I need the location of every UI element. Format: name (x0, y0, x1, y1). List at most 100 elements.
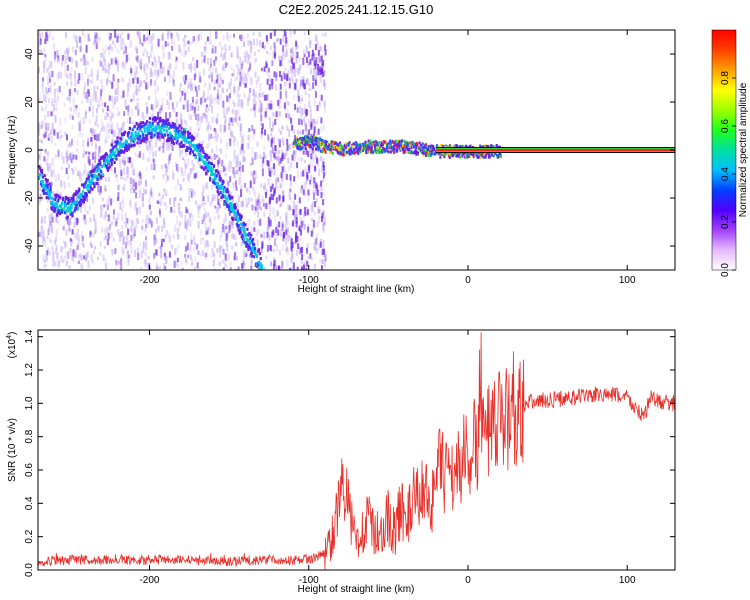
spectrogram-cell (43, 133, 46, 139)
spectrogram-cell (297, 67, 300, 73)
spectrogram-band-cell (296, 146, 299, 150)
spectrogram-cell (247, 219, 250, 223)
spectrogram-band-cell (297, 142, 300, 146)
spectrogram-cell (80, 58, 83, 62)
spectrogram-cell (219, 147, 222, 152)
spectrogram-cell (278, 128, 281, 133)
spectrogram-cell (251, 204, 254, 211)
spectrogram-ridge-cell (239, 218, 242, 221)
spectrogram-cell (304, 206, 307, 213)
spectrogram-ridge-cell (46, 185, 49, 189)
spectrogram-cell (282, 45, 285, 52)
spectrogram-cell (120, 95, 123, 100)
y-tick-label: -20 (24, 190, 35, 205)
spectrogram-cell (152, 158, 155, 163)
spectrogram-cell (252, 99, 255, 107)
spectrogram-cell (150, 72, 152, 78)
spectrogram-cell (225, 173, 228, 177)
spectrogram-cell (159, 265, 162, 269)
spectrogram-cell (100, 128, 103, 132)
spectrogram-cell (285, 229, 288, 236)
spectrogram-ridge-cell (235, 214, 238, 218)
spectrogram-cell (287, 101, 290, 106)
spectrogram-ridge-cell (136, 141, 139, 145)
spectrogram-band-cell (366, 150, 369, 154)
spectrogram-cell (135, 55, 138, 61)
spectrogram-ridge-cell (238, 215, 241, 219)
spectrogram-band-cell (373, 141, 376, 144)
spectrogram-band-cell (459, 155, 462, 159)
spectrogram-cell (173, 200, 176, 207)
spectrogram-ridge-cell (75, 190, 78, 193)
spectrogram-cell (323, 216, 326, 223)
spectrogram-cell (320, 94, 323, 101)
spectrogram-cell (229, 138, 232, 147)
spectrogram-band-cell (303, 135, 306, 139)
spectrogram-cell (138, 118, 141, 125)
spectrogram-cell (237, 269, 240, 270)
spectrogram-cell (184, 34, 187, 39)
spectrogram-cell (314, 165, 317, 172)
spectrogram-cell (164, 192, 167, 197)
spectrogram-cell (241, 165, 244, 172)
spectrogram-cell (234, 78, 237, 82)
spectrogram-cell (247, 68, 250, 72)
spectrogram-cell (97, 134, 100, 142)
spectrogram-band-cell (417, 151, 419, 155)
spectrogram-cell (258, 107, 261, 113)
spectrogram-ridge-cell (134, 130, 137, 134)
spectrogram-cell (201, 59, 204, 63)
spectrogram-cell (131, 220, 134, 227)
spectrogram-cell (53, 88, 56, 97)
spectrogram-cell (49, 251, 52, 257)
spectrogram-cell (112, 101, 115, 109)
spectrogram-cell (113, 130, 116, 137)
spectrogram-ridge-cell (138, 122, 141, 126)
spectrogram-cell (93, 129, 96, 137)
spectrogram-cell (155, 228, 157, 233)
spectrogram-cell (52, 252, 55, 260)
spectrogram-cell (60, 180, 63, 188)
spectrogram-cell (145, 73, 148, 81)
spectrogram-cell (230, 117, 233, 123)
spectrogram-cell (282, 140, 285, 146)
spectrogram-cell (321, 33, 324, 37)
spectrogram-ridge-cell (68, 206, 71, 210)
spectrogram-cell (206, 243, 209, 252)
spectrogram-cell (52, 191, 55, 196)
spectrogram-cell (178, 45, 181, 53)
spectrogram-cell (109, 79, 112, 84)
spectrogram-ridge-cell (80, 202, 83, 206)
spectrogram-cell (239, 147, 242, 155)
spectrogram-band-cell (346, 150, 349, 154)
spectrogram-cell (163, 252, 166, 257)
spectrogram-cell (246, 142, 249, 150)
spectrogram-cell (282, 52, 285, 56)
spectrogram-cell (261, 42, 264, 49)
spectrogram-cell (179, 83, 182, 87)
spectrogram-cell (72, 170, 75, 175)
spectrogram-cell (159, 108, 162, 114)
spectrogram-cell (278, 204, 281, 208)
spectrogram-cell (45, 251, 48, 259)
spectrogram-cell (237, 123, 240, 127)
spectrogram-cell (304, 108, 307, 114)
spectrogram-cell (100, 210, 103, 218)
spectrogram-cell (242, 150, 245, 154)
spectrogram-cell (231, 220, 234, 229)
spectrogram-cell (107, 46, 110, 51)
spectrogram-cell (322, 161, 325, 168)
spectrogram-cell (46, 31, 49, 39)
spectrogram-band-cell (398, 140, 401, 144)
spectrogram-cell (306, 243, 309, 248)
spectrogram-cell (71, 124, 74, 130)
spectrogram-band-cell (410, 150, 413, 154)
spectrogram-band-cell (396, 147, 399, 151)
spectrogram-cell (177, 234, 180, 240)
spectrogram-ridge-cell (113, 156, 116, 160)
spectrogram-ridge-cell (109, 149, 112, 153)
spectrogram-cell (64, 49, 67, 58)
spectrogram-cell (322, 59, 325, 66)
spectrogram-cell (56, 87, 59, 92)
spectrogram-cell (118, 234, 121, 242)
